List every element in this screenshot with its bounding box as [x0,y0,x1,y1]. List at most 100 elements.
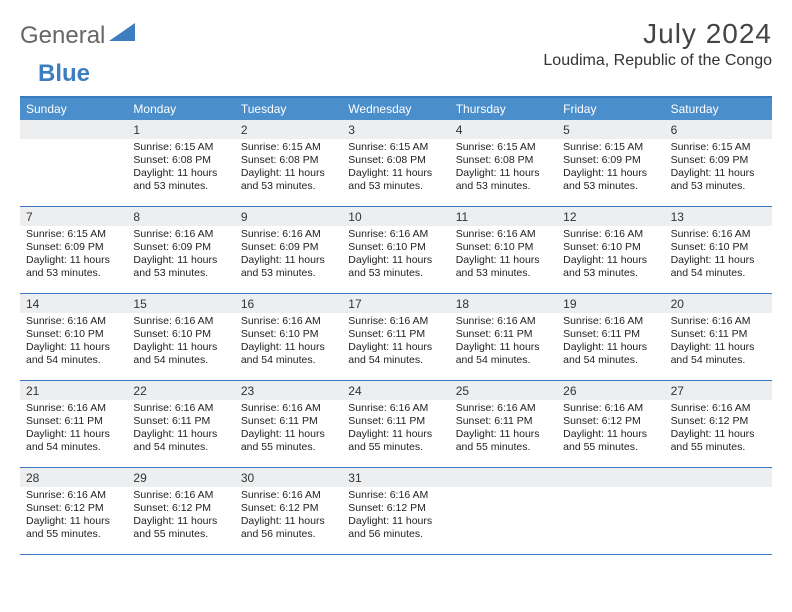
day-cell [450,468,557,554]
day-cell: 11Sunrise: 6:16 AMSunset: 6:10 PMDayligh… [450,207,557,293]
sunset-text: Sunset: 6:11 PM [348,415,443,428]
day-number [450,468,557,487]
day-number: 12 [557,207,664,226]
day-body: Sunrise: 6:16 AMSunset: 6:12 PMDaylight:… [342,487,449,546]
daylight-text: Daylight: 11 hours [456,167,551,180]
sunset-text: Sunset: 6:09 PM [671,154,766,167]
title-block: July 2024 Loudima, Republic of the Congo [543,18,772,70]
day-number [665,468,772,487]
day-number: 14 [20,294,127,313]
day-cell: 28Sunrise: 6:16 AMSunset: 6:12 PMDayligh… [20,468,127,554]
sunset-text: Sunset: 6:12 PM [133,502,228,515]
day-cell: 4Sunrise: 6:15 AMSunset: 6:08 PMDaylight… [450,120,557,206]
daylight-text: Daylight: 11 hours [348,341,443,354]
daylight-text: Daylight: 11 hours [563,254,658,267]
day-number: 27 [665,381,772,400]
calendar-week: 14Sunrise: 6:16 AMSunset: 6:10 PMDayligh… [20,294,772,381]
daylight-text: and 54 minutes. [241,354,336,367]
sunrise-text: Sunrise: 6:15 AM [456,141,551,154]
day-number: 3 [342,120,449,139]
sunset-text: Sunset: 6:11 PM [133,415,228,428]
sunset-text: Sunset: 6:08 PM [133,154,228,167]
daylight-text: Daylight: 11 hours [26,428,121,441]
daylight-text: and 55 minutes. [241,441,336,454]
daylight-text: and 53 minutes. [133,180,228,193]
day-body: Sunrise: 6:16 AMSunset: 6:10 PMDaylight:… [127,313,234,372]
daylight-text: and 53 minutes. [456,180,551,193]
daylight-text: and 54 minutes. [348,354,443,367]
sunset-text: Sunset: 6:12 PM [671,415,766,428]
day-cell: 12Sunrise: 6:16 AMSunset: 6:10 PMDayligh… [557,207,664,293]
calendar-week: 28Sunrise: 6:16 AMSunset: 6:12 PMDayligh… [20,468,772,555]
daylight-text: and 53 minutes. [241,267,336,280]
daylight-text: and 53 minutes. [671,180,766,193]
day-number: 1 [127,120,234,139]
day-cell: 27Sunrise: 6:16 AMSunset: 6:12 PMDayligh… [665,381,772,467]
sunrise-text: Sunrise: 6:16 AM [133,402,228,415]
day-body: Sunrise: 6:16 AMSunset: 6:11 PMDaylight:… [665,313,772,372]
day-body: Sunrise: 6:16 AMSunset: 6:11 PMDaylight:… [557,313,664,372]
weekday-header-row: Sunday Monday Tuesday Wednesday Thursday… [20,98,772,120]
day-cell [557,468,664,554]
day-cell: 25Sunrise: 6:16 AMSunset: 6:11 PMDayligh… [450,381,557,467]
day-number: 25 [450,381,557,400]
weekday-monday: Monday [127,98,234,120]
sunset-text: Sunset: 6:12 PM [348,502,443,515]
sunset-text: Sunset: 6:11 PM [348,328,443,341]
day-body: Sunrise: 6:16 AMSunset: 6:11 PMDaylight:… [342,313,449,372]
day-cell [665,468,772,554]
daylight-text: Daylight: 11 hours [133,515,228,528]
day-number: 5 [557,120,664,139]
day-body: Sunrise: 6:15 AMSunset: 6:09 PMDaylight:… [20,226,127,285]
sunrise-text: Sunrise: 6:16 AM [133,228,228,241]
daylight-text: Daylight: 11 hours [671,167,766,180]
day-cell: 1Sunrise: 6:15 AMSunset: 6:08 PMDaylight… [127,120,234,206]
sunrise-text: Sunrise: 6:16 AM [348,228,443,241]
sunset-text: Sunset: 6:12 PM [26,502,121,515]
sunset-text: Sunset: 6:11 PM [456,328,551,341]
sunrise-text: Sunrise: 6:15 AM [563,141,658,154]
day-cell: 20Sunrise: 6:16 AMSunset: 6:11 PMDayligh… [665,294,772,380]
daylight-text: Daylight: 11 hours [456,254,551,267]
sunrise-text: Sunrise: 6:15 AM [133,141,228,154]
sunrise-text: Sunrise: 6:16 AM [563,315,658,328]
daylight-text: Daylight: 11 hours [241,341,336,354]
sunrise-text: Sunrise: 6:16 AM [348,315,443,328]
logo-text-general: General [20,22,105,50]
day-body: Sunrise: 6:15 AMSunset: 6:08 PMDaylight:… [127,139,234,198]
sunrise-text: Sunrise: 6:16 AM [133,489,228,502]
day-number: 11 [450,207,557,226]
sunset-text: Sunset: 6:10 PM [133,328,228,341]
daylight-text: and 54 minutes. [133,354,228,367]
sunrise-text: Sunrise: 6:16 AM [133,315,228,328]
daylight-text: and 53 minutes. [348,267,443,280]
day-body: Sunrise: 6:16 AMSunset: 6:10 PMDaylight:… [20,313,127,372]
daylight-text: and 56 minutes. [241,528,336,541]
day-cell: 29Sunrise: 6:16 AMSunset: 6:12 PMDayligh… [127,468,234,554]
daylight-text: Daylight: 11 hours [241,254,336,267]
sunrise-text: Sunrise: 6:16 AM [563,402,658,415]
sunrise-text: Sunrise: 6:16 AM [241,228,336,241]
day-number: 13 [665,207,772,226]
day-body: Sunrise: 6:15 AMSunset: 6:09 PMDaylight:… [665,139,772,198]
sunset-text: Sunset: 6:10 PM [348,241,443,254]
day-number: 4 [450,120,557,139]
daylight-text: and 55 minutes. [563,441,658,454]
daylight-text: Daylight: 11 hours [671,428,766,441]
day-cell: 21Sunrise: 6:16 AMSunset: 6:11 PMDayligh… [20,381,127,467]
sunset-text: Sunset: 6:08 PM [241,154,336,167]
calendar-weeks: 1Sunrise: 6:15 AMSunset: 6:08 PMDaylight… [20,120,772,555]
sunset-text: Sunset: 6:11 PM [26,415,121,428]
day-body: Sunrise: 6:16 AMSunset: 6:12 PMDaylight:… [665,400,772,459]
daylight-text: Daylight: 11 hours [456,428,551,441]
sunrise-text: Sunrise: 6:16 AM [563,228,658,241]
sunset-text: Sunset: 6:12 PM [241,502,336,515]
daylight-text: Daylight: 11 hours [456,341,551,354]
sunset-text: Sunset: 6:09 PM [241,241,336,254]
day-body: Sunrise: 6:16 AMSunset: 6:10 PMDaylight:… [450,226,557,285]
sunset-text: Sunset: 6:08 PM [348,154,443,167]
day-cell: 14Sunrise: 6:16 AMSunset: 6:10 PMDayligh… [20,294,127,380]
sunrise-text: Sunrise: 6:15 AM [348,141,443,154]
day-cell: 31Sunrise: 6:16 AMSunset: 6:12 PMDayligh… [342,468,449,554]
sunset-text: Sunset: 6:11 PM [671,328,766,341]
